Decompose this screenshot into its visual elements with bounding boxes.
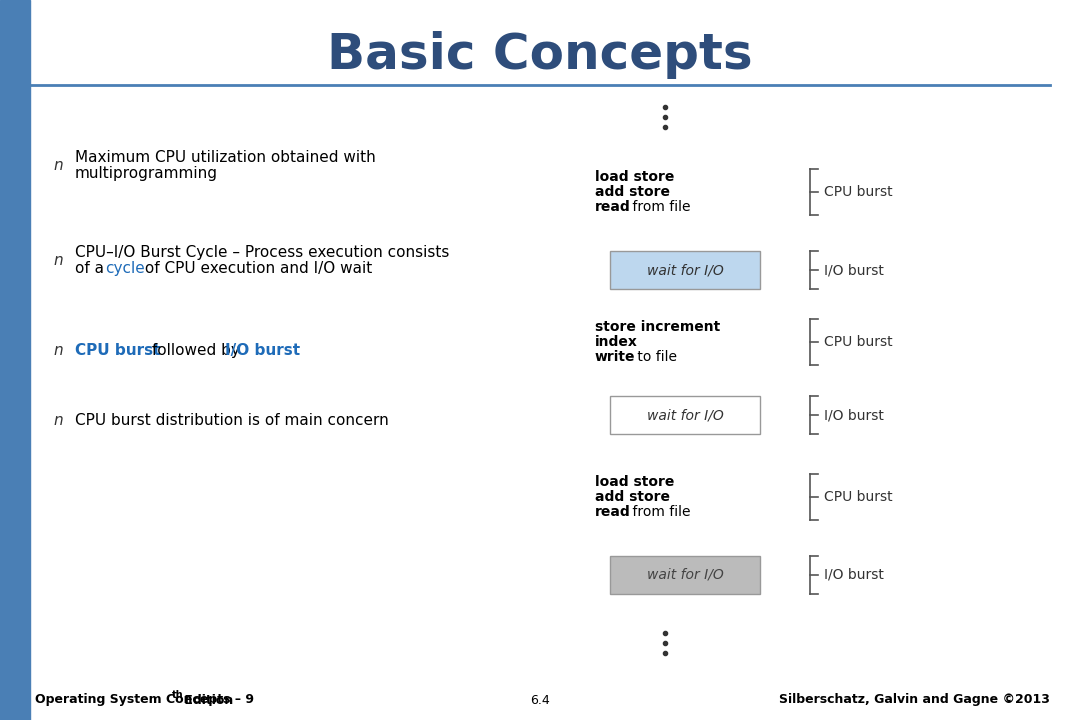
Text: Silberschatz, Galvin and Gagne ©2013: Silberschatz, Galvin and Gagne ©2013 (779, 693, 1050, 706)
Text: n: n (53, 343, 63, 358)
Text: of CPU execution and I/O wait: of CPU execution and I/O wait (140, 261, 373, 276)
Text: I/O burst: I/O burst (824, 408, 883, 422)
Text: 6.4: 6.4 (530, 693, 550, 706)
Text: load store: load store (595, 475, 674, 489)
Text: wait for I/O: wait for I/O (647, 408, 724, 422)
Text: add store: add store (595, 185, 670, 199)
Text: followed by: followed by (147, 343, 245, 358)
Text: I/O burst: I/O burst (225, 343, 300, 358)
Text: I/O burst: I/O burst (824, 568, 883, 582)
Text: cycle: cycle (105, 261, 145, 276)
Text: CPU–I/O Burst Cycle – Process execution consists: CPU–I/O Burst Cycle – Process execution … (75, 245, 449, 259)
FancyBboxPatch shape (610, 396, 760, 434)
Text: th: th (172, 690, 184, 700)
FancyBboxPatch shape (610, 251, 760, 289)
Text: read: read (595, 505, 631, 519)
Text: wait for I/O: wait for I/O (647, 568, 724, 582)
Text: n: n (53, 158, 63, 173)
Text: store increment: store increment (595, 320, 720, 334)
Text: CPU burst: CPU burst (824, 335, 893, 349)
Text: write: write (595, 350, 635, 364)
Text: read: read (595, 200, 631, 214)
Text: index: index (595, 335, 638, 349)
Text: to file: to file (633, 350, 677, 364)
Text: add store: add store (595, 490, 670, 504)
Text: I/O burst: I/O burst (824, 263, 883, 277)
Text: Maximum CPU utilization obtained with: Maximum CPU utilization obtained with (75, 150, 376, 164)
Text: of a: of a (75, 261, 109, 276)
FancyBboxPatch shape (610, 556, 760, 594)
Text: n: n (53, 413, 63, 428)
Text: CPU burst: CPU burst (75, 343, 161, 358)
Bar (0, 0, 30, 720)
Text: CPU burst distribution is of main concern: CPU burst distribution is of main concer… (75, 413, 389, 428)
Text: CPU burst: CPU burst (824, 490, 893, 504)
Text: from file: from file (627, 505, 690, 519)
Text: CPU burst: CPU burst (824, 185, 893, 199)
Text: multiprogramming: multiprogramming (75, 166, 218, 181)
Text: Edition: Edition (180, 693, 233, 706)
Text: load store: load store (595, 170, 674, 184)
Text: wait for I/O: wait for I/O (647, 263, 724, 277)
Text: n: n (53, 253, 63, 268)
Text: Operating System Concepts – 9: Operating System Concepts – 9 (35, 693, 254, 706)
Text: from file: from file (627, 200, 690, 214)
Text: Basic Concepts: Basic Concepts (327, 31, 753, 79)
